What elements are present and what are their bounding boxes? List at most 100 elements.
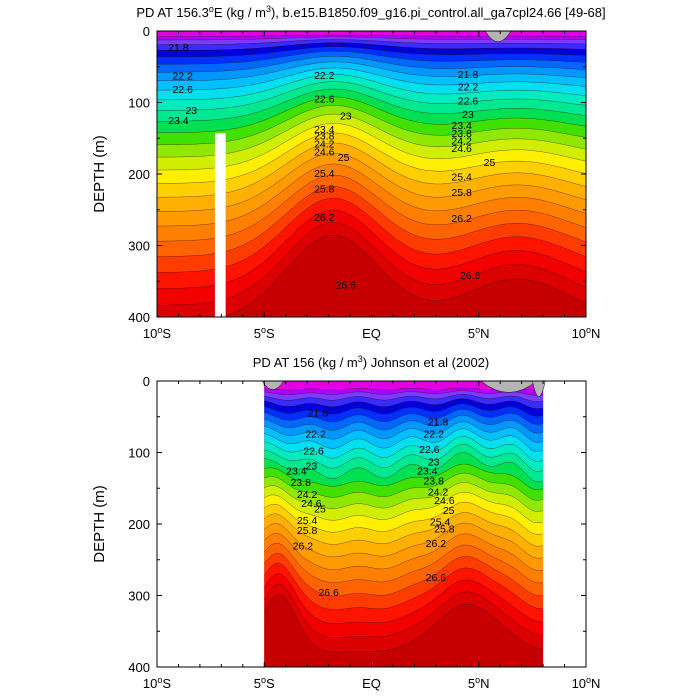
contour-label: 23.4 <box>451 120 472 132</box>
density-band <box>157 222 586 317</box>
density-band <box>264 523 544 571</box>
density-band <box>157 51 586 73</box>
contour-line <box>264 443 544 472</box>
density-band <box>157 61 586 91</box>
contour-line <box>157 96 586 134</box>
contour-line <box>264 501 544 535</box>
y-tick-label: 100 <box>128 96 150 111</box>
contour-label: 25.8 <box>297 525 318 537</box>
contour-label: 22.2 <box>458 81 479 93</box>
x-tick-label: 5oN <box>468 675 490 691</box>
contour-label: 21.8 <box>168 42 189 54</box>
contour-line <box>264 542 544 584</box>
contour-label: 25 <box>338 152 350 164</box>
x-tick-label: 10oN <box>572 675 601 691</box>
contour-label: 25.4 <box>451 171 472 183</box>
density-band <box>264 512 544 559</box>
density-band <box>157 81 586 122</box>
contour-label: 26.2 <box>293 541 314 553</box>
contour-line <box>264 472 544 501</box>
contour-label: 23.4 <box>314 124 335 136</box>
density-band <box>264 390 544 402</box>
density-band <box>264 594 544 667</box>
density-band <box>264 403 544 425</box>
contour-label: 22.2 <box>314 70 335 82</box>
density-band <box>220 235 586 317</box>
density-band <box>264 415 544 443</box>
contour-label: 25.8 <box>434 523 455 535</box>
contour-line <box>264 491 544 524</box>
density-band <box>264 533 544 583</box>
contour-line <box>264 403 544 417</box>
density-band <box>264 502 544 547</box>
contour-line <box>157 123 586 171</box>
contour-label: 26.6 <box>336 279 357 291</box>
density-band <box>264 436 544 472</box>
contour-label: 25 <box>443 505 455 517</box>
x-tick-label: EQ <box>362 676 381 691</box>
contour-label: 21.8 <box>428 416 449 428</box>
contour-line <box>264 522 544 559</box>
y-tick-label: 200 <box>128 167 150 182</box>
density-band <box>264 584 544 653</box>
contour-line <box>264 512 544 547</box>
density-band <box>264 421 544 452</box>
contour-label: 23 <box>428 456 440 468</box>
density-band <box>264 381 544 391</box>
contour-label: 22.6 <box>419 444 440 456</box>
contour-line <box>157 197 586 273</box>
density-band <box>157 132 586 198</box>
contour-label: 26.2 <box>314 212 335 224</box>
contour-label: 22.6 <box>458 96 479 108</box>
contour-label: 23.4 <box>417 466 438 478</box>
contour-line <box>219 234 586 317</box>
density-band <box>157 56 586 81</box>
contour-line <box>264 398 544 409</box>
contour-line <box>157 186 586 257</box>
contour-label: 26.6 <box>318 587 339 599</box>
contour-line <box>157 88 586 122</box>
density-band <box>157 123 586 184</box>
contour-labels: 21.822.222.62323.423.824.224.62525.425.8… <box>286 408 455 600</box>
contour-line <box>157 142 586 198</box>
contour-label: 26.2 <box>426 538 447 550</box>
x-tick-label: 10oN <box>572 325 601 341</box>
contour-line <box>157 56 586 73</box>
contour-line <box>157 152 586 212</box>
contour-line <box>264 594 544 653</box>
contour-label: 23 <box>306 461 318 473</box>
contour-line <box>157 81 586 111</box>
contour-label: 24.2 <box>451 136 472 148</box>
contour-line <box>157 132 586 184</box>
x-tick-label: 5oS <box>254 325 275 341</box>
contour-label: 22.2 <box>172 71 193 83</box>
density-band <box>157 105 586 158</box>
density-band <box>157 89 586 133</box>
contour-line <box>264 390 544 396</box>
y-tick-label: 0 <box>143 374 150 389</box>
contour-label: 23.8 <box>423 476 444 488</box>
density-band <box>264 409 544 434</box>
density-band <box>264 444 544 482</box>
contour-label: 22.6 <box>314 93 335 105</box>
density-band <box>264 482 544 523</box>
x-tick-label: 10oS <box>143 325 171 341</box>
contour-label: 24.2 <box>297 489 318 501</box>
density-band <box>264 452 544 490</box>
contour-label: 23 <box>340 111 352 123</box>
contour-line <box>264 562 544 610</box>
density-band <box>157 210 586 306</box>
x-tick-label: 5oN <box>468 325 490 341</box>
density-band <box>264 428 544 462</box>
density-bands <box>157 31 586 317</box>
density-band <box>157 175 586 257</box>
contour-line <box>157 46 586 58</box>
chart-title: PD AT 156 (kg / m3) Johnson et al (2002) <box>253 354 490 370</box>
chart-title: PD AT 156.3oE (kg / m3), b.e15.B1850.f09… <box>136 4 605 20</box>
panel-observations: PD AT 156 (kg / m3) Johnson et al (2002)… <box>91 354 600 691</box>
density-band <box>157 46 586 65</box>
contour-label: 23.8 <box>290 477 311 489</box>
contour-line <box>264 533 544 571</box>
